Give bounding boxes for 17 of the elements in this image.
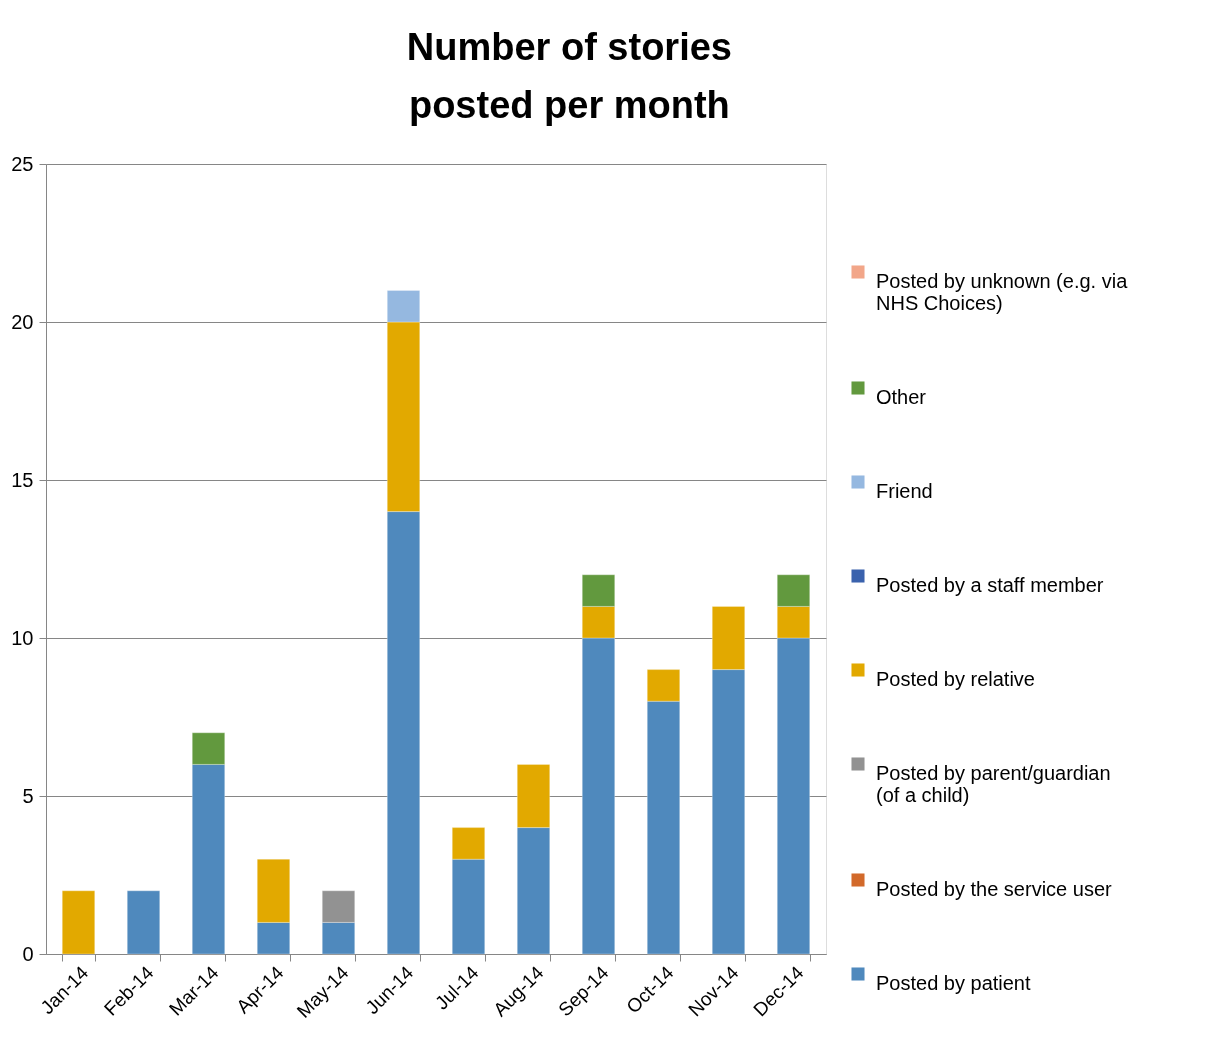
legend-label: Posted by patient [876,972,1031,994]
y-tick-label: 0 [22,942,34,965]
y-tick-label: 15 [11,468,34,491]
bar [126,890,161,955]
y-tick-label: 10 [11,626,34,649]
legend-label: Other [876,386,927,408]
y-tick-label: 5 [22,784,34,807]
chart-title: Number of stories posted per month [406,26,732,126]
legend-label: Posted by relative [876,668,1035,690]
bar [61,890,96,955]
y-tick-label: 25 [11,152,34,175]
y-tick-label: 20 [11,310,34,333]
legend-label: Posted by a staff member [876,574,1104,596]
legend-label: Posted by the service user [876,878,1113,900]
legend-label: Posted by parent/guardian (of a child) [876,762,1111,806]
legend-label: Friend [876,480,933,502]
legend-label: Posted by unknown (e.g. via NHS Choices) [876,270,1129,314]
